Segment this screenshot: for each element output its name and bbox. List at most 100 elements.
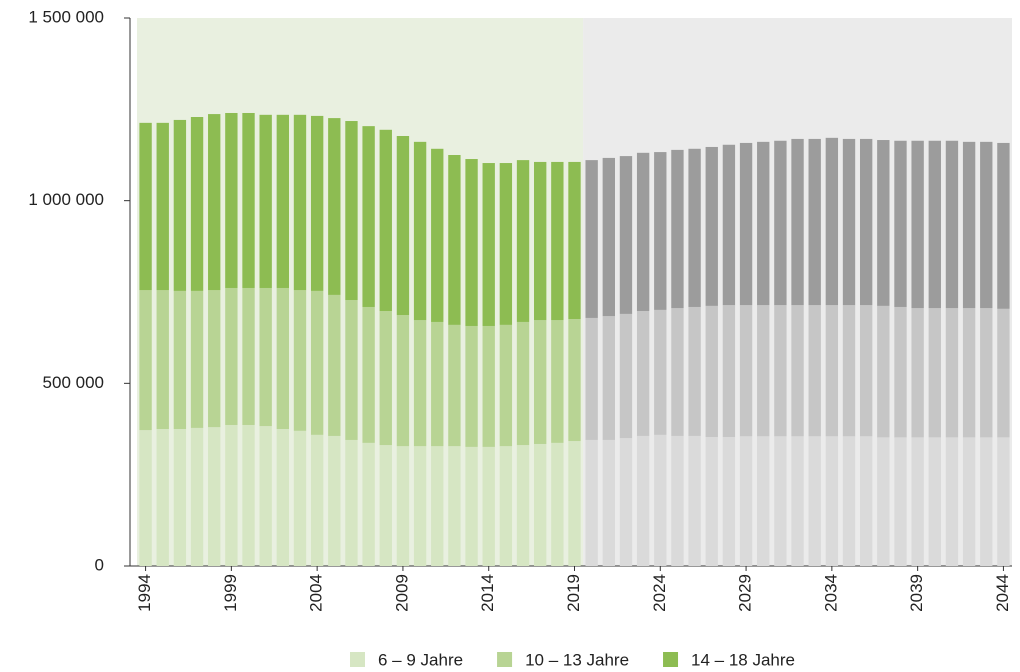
bar-segment [173,290,187,429]
bar-segment [945,308,959,438]
bar-segment [362,306,375,443]
bar-segment [757,305,770,437]
bar-segment [259,426,272,566]
bar-segment [911,140,924,309]
bar-segment [722,305,736,438]
bar-segment [962,308,976,438]
bar-segment [980,141,993,309]
bar-segment [379,310,392,446]
bar-segment [980,308,993,438]
bar-segment [945,437,959,566]
bar-segment [139,430,152,566]
bar-segment [894,437,907,566]
bar-segment [585,160,598,318]
bar-segment [688,435,701,566]
bar-segment [928,140,941,309]
legend-label: 14 – 18 Jahre [691,650,795,669]
bar-segment [757,436,770,566]
bar-segment [276,429,290,566]
bar-segment [894,140,907,307]
bar-segment [791,305,804,437]
bar-segment [139,122,152,291]
bar-segment [345,121,358,301]
bar-segment [293,114,307,291]
bar-segment [671,308,684,436]
bar-segment [396,446,410,566]
bar-segment [431,446,444,566]
bar-segment [619,438,633,566]
bar-segment [739,436,753,566]
bar-segment [173,119,187,291]
x-tick-label: 1999 [221,574,240,612]
bar-segment [259,287,272,427]
bar-segment [499,163,513,325]
bar-segment [705,305,718,438]
bar-segment [791,138,804,306]
bar-segment [825,137,839,306]
bar-segment [431,148,444,322]
history-background [137,18,584,566]
bar-segment [276,114,290,288]
bar-segment [293,430,307,566]
bar-segment [842,305,856,437]
bar-segment [774,305,787,437]
bar-segment [619,313,633,439]
bar-segment [654,434,667,566]
bar-segment [602,316,615,440]
bar-segment [482,446,495,566]
bar-segment [551,161,564,321]
bar-segment [208,427,221,566]
bar-segment [602,157,615,317]
x-tick-label: 2029 [736,574,755,612]
bar-segment [448,324,461,447]
bar-segment [585,439,598,566]
bar-segment [328,294,341,436]
bar-segment [156,122,169,291]
bar-segment [413,320,427,447]
x-tick-label: 2024 [650,574,669,612]
bar-segment [242,112,255,288]
bar-segment [276,287,290,429]
bar-segment [808,305,821,437]
bar-segment [293,290,307,431]
y-tick-label: 500 000 [43,373,104,392]
bar-segment [516,160,530,322]
bar-segment [551,320,564,443]
bar-segment [448,446,461,566]
bar-segment [499,324,513,447]
x-tick-label: 2009 [392,574,411,612]
bar-segment [791,436,804,566]
bar-segment [225,287,238,425]
bar-segment [928,437,941,566]
bar-segment [499,446,513,566]
bar-segment [362,442,375,566]
bar-segment [636,152,650,311]
x-tick-label: 2004 [307,574,326,612]
bar-segment [894,306,907,438]
bar-segment [859,305,873,437]
bar-segment [156,290,169,429]
bar-segment [997,142,1010,309]
legend-swatch [663,652,679,667]
bar-segment [997,308,1010,438]
bar-segment [534,320,547,444]
bar-segment [962,437,976,566]
bar-segment [208,114,221,291]
bar-segment [568,319,581,442]
bar-segment [190,117,204,291]
bar-segment [516,321,530,446]
bar-segment [739,305,753,437]
bar-segment [208,290,221,428]
bar-segment [551,442,564,566]
bar-segment [825,436,839,566]
bar-segment [602,439,615,566]
bar-segment [774,140,787,306]
bar-segment [585,317,598,440]
bar-segment [328,118,341,295]
y-tick-label: 1 000 000 [28,190,104,209]
bar-segment [310,115,324,291]
bar-segment [911,308,924,438]
x-tick-label: 2014 [478,574,497,612]
bar-segment [568,441,581,566]
